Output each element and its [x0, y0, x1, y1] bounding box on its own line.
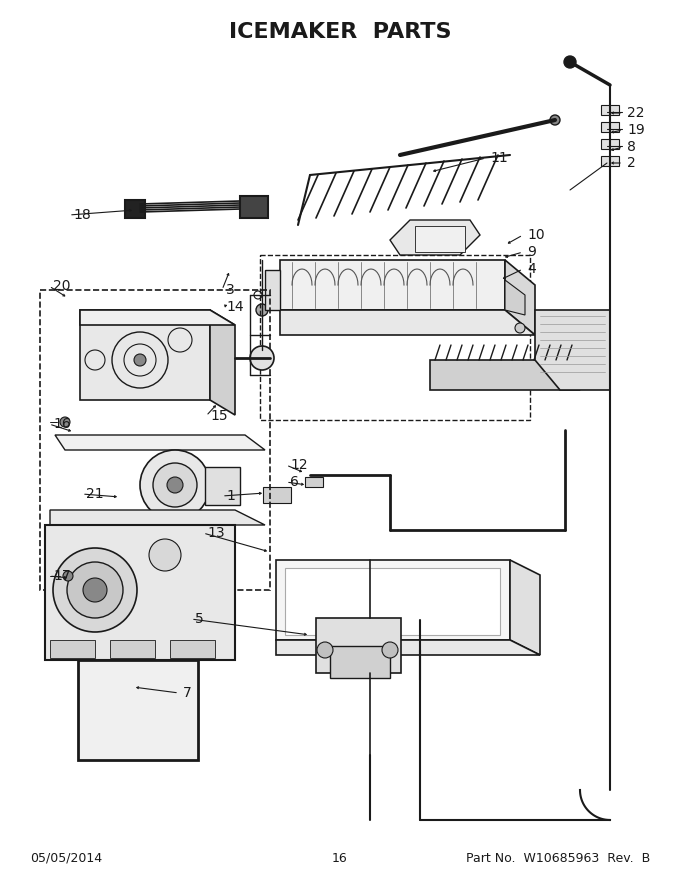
Text: 3: 3	[226, 283, 235, 297]
Text: 11: 11	[490, 151, 508, 165]
Text: 16: 16	[332, 852, 348, 864]
Polygon shape	[390, 220, 480, 255]
Text: 1: 1	[226, 489, 235, 503]
Bar	[45, 525, 235, 660]
Polygon shape	[430, 360, 580, 390]
Polygon shape	[285, 568, 500, 635]
Text: 6: 6	[290, 475, 299, 489]
Circle shape	[317, 642, 333, 658]
Text: 9: 9	[527, 245, 536, 259]
Bar	[78, 660, 198, 760]
Circle shape	[60, 417, 70, 427]
Circle shape	[83, 578, 107, 602]
Circle shape	[254, 291, 262, 299]
Polygon shape	[265, 270, 280, 310]
Bar	[110, 640, 155, 658]
Polygon shape	[276, 560, 510, 640]
Polygon shape	[80, 310, 210, 400]
Bar	[601, 156, 619, 166]
Text: 17: 17	[53, 569, 71, 583]
Bar	[50, 640, 95, 658]
Circle shape	[167, 477, 183, 493]
Text: 7: 7	[183, 686, 192, 700]
Text: 8: 8	[627, 140, 636, 154]
Text: 16: 16	[53, 417, 71, 431]
Polygon shape	[210, 310, 235, 415]
Circle shape	[153, 463, 197, 507]
Text: Part No.  W10685963  Rev.  B: Part No. W10685963 Rev. B	[466, 852, 650, 864]
Text: 22: 22	[627, 106, 645, 120]
Circle shape	[140, 450, 210, 520]
Polygon shape	[276, 640, 540, 655]
Polygon shape	[280, 260, 505, 310]
Text: ICEMAKER  PARTS: ICEMAKER PARTS	[228, 22, 452, 42]
Text: 12: 12	[290, 458, 307, 472]
Circle shape	[256, 304, 268, 316]
Text: 21: 21	[86, 487, 103, 501]
Text: 18: 18	[73, 208, 90, 222]
Text: 05/05/2014: 05/05/2014	[30, 852, 102, 864]
Circle shape	[382, 642, 398, 658]
Bar	[263, 487, 291, 503]
Polygon shape	[280, 310, 535, 335]
Polygon shape	[80, 310, 235, 325]
Bar	[260, 255, 530, 420]
Circle shape	[149, 539, 181, 571]
Bar	[601, 122, 619, 132]
Bar	[330, 646, 390, 678]
Bar	[601, 105, 619, 115]
Polygon shape	[505, 260, 535, 335]
Polygon shape	[55, 435, 265, 450]
Bar	[240, 196, 268, 218]
Text: 19: 19	[627, 123, 645, 137]
Bar	[305, 477, 323, 487]
Bar	[316, 618, 401, 673]
Circle shape	[550, 115, 560, 125]
Bar	[601, 139, 619, 149]
Polygon shape	[505, 280, 525, 315]
Text: 14: 14	[226, 300, 243, 314]
Bar	[170, 640, 215, 658]
Text: 13: 13	[207, 526, 224, 540]
Circle shape	[53, 548, 137, 632]
Bar	[205, 467, 240, 505]
Text: 4: 4	[527, 262, 536, 276]
Circle shape	[67, 562, 123, 618]
Polygon shape	[535, 310, 610, 390]
Text: 15: 15	[210, 409, 228, 423]
Circle shape	[250, 346, 274, 370]
Bar	[415, 226, 465, 252]
Polygon shape	[50, 510, 265, 525]
Text: 10: 10	[527, 228, 545, 242]
Circle shape	[63, 571, 73, 581]
Polygon shape	[510, 560, 540, 655]
Circle shape	[134, 354, 146, 366]
Circle shape	[564, 56, 576, 68]
Bar	[125, 200, 145, 218]
Text: 2: 2	[627, 156, 636, 170]
Text: 5: 5	[195, 612, 204, 626]
Bar	[40, 290, 270, 590]
Text: 20: 20	[53, 279, 71, 293]
Circle shape	[515, 323, 525, 333]
